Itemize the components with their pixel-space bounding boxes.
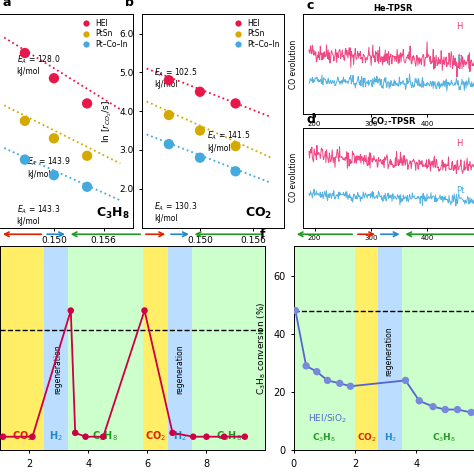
Point — [21, 156, 28, 164]
Point — [50, 74, 58, 82]
Bar — [44, 246, 68, 450]
Text: C$_3$H$_8$: C$_3$H$_8$ — [92, 429, 118, 443]
Text: regeneration: regeneration — [53, 344, 62, 393]
Text: $E$$_\mathit{A}$ = 143.9
kJ/mol: $E$$_\mathit{A}$ = 143.9 kJ/mol — [27, 156, 71, 179]
Point — [50, 172, 58, 179]
Text: $E$$_\mathit{A}$ = 141.5
kJ/mol: $E$$_\mathit{A}$ = 141.5 kJ/mol — [207, 130, 250, 153]
Point — [83, 183, 91, 191]
Point — [241, 433, 248, 440]
Legend: HEI, PtSn, Pt–Co–In: HEI, PtSn, Pt–Co–In — [78, 18, 129, 50]
Text: a: a — [3, 0, 11, 9]
Point — [83, 152, 91, 160]
Point — [220, 433, 228, 440]
Bar — [168, 246, 191, 450]
Text: regeneration: regeneration — [175, 344, 184, 393]
Text: $E$$_\mathit{A}$ = 128.0
kJ/mol: $E$$_\mathit{A}$ = 128.0 kJ/mol — [17, 53, 60, 76]
Point — [190, 433, 197, 440]
Y-axis label: CO evolution: CO evolution — [289, 153, 298, 202]
X-axis label: 1000 / RT: 1000 / RT — [43, 250, 90, 260]
Point — [429, 403, 437, 410]
Text: $\mathbf{CO_2}$: $\mathbf{CO_2}$ — [245, 206, 272, 221]
Text: $\mathbf{C_3H_8}$: $\mathbf{C_3H_8}$ — [96, 206, 129, 221]
Point — [67, 307, 74, 314]
Title: CO$_2$-TPSR: CO$_2$-TPSR — [370, 116, 417, 128]
Point — [232, 100, 239, 107]
Point — [203, 433, 210, 440]
Bar — [143, 246, 168, 450]
Point — [141, 307, 148, 314]
Point — [401, 377, 409, 384]
Bar — [191, 246, 265, 450]
Point — [232, 167, 239, 175]
Text: H$_2$: H$_2$ — [49, 429, 63, 443]
Text: HEI/SiO$_2$: HEI/SiO$_2$ — [308, 412, 347, 425]
Point — [302, 362, 310, 370]
Text: CO$_2$: CO$_2$ — [145, 429, 166, 443]
Bar — [0, 246, 44, 450]
Point — [196, 88, 204, 96]
Point — [82, 433, 89, 440]
Text: C$_3$H$_8$: C$_3$H$_8$ — [312, 432, 337, 445]
Point — [196, 127, 204, 134]
Point — [21, 49, 28, 57]
Point — [416, 397, 423, 405]
Point — [467, 409, 474, 416]
Point — [0, 433, 7, 440]
Text: P: P — [456, 55, 462, 64]
Point — [454, 406, 461, 413]
Point — [72, 429, 79, 437]
Text: $E$$_\mathit{A}$ = 130.3
kJ/mol: $E$$_\mathit{A}$ = 130.3 kJ/mol — [154, 201, 197, 223]
Point — [28, 433, 36, 440]
Text: $E$$_\mathit{A}$ = 102.5
kJ/mol: $E$$_\mathit{A}$ = 102.5 kJ/mol — [154, 66, 197, 90]
Text: c: c — [307, 0, 314, 12]
Title: He-TPSR: He-TPSR — [374, 4, 413, 13]
Point — [100, 433, 107, 440]
Point — [313, 368, 320, 375]
Text: C$_3$H$_8$: C$_3$H$_8$ — [432, 432, 456, 445]
Bar — [68, 246, 143, 450]
Text: Pt: Pt — [456, 186, 465, 195]
Point — [165, 140, 173, 148]
Bar — [294, 246, 355, 450]
Point — [21, 117, 28, 125]
Text: regeneration: regeneration — [384, 327, 393, 376]
X-axis label: 1000 / RT: 1000 / RT — [190, 250, 237, 260]
Point — [165, 111, 173, 119]
Point — [169, 429, 176, 437]
Point — [346, 383, 354, 390]
X-axis label: Tem: Tem — [386, 246, 401, 255]
Point — [83, 100, 91, 107]
Y-axis label: C$_3$H$_8$ conversion (%): C$_3$H$_8$ conversion (%) — [255, 301, 268, 395]
Text: $E$$_\mathit{A}$ = 143.3
kJ/mol: $E$$_\mathit{A}$ = 143.3 kJ/mol — [17, 203, 60, 227]
Point — [165, 76, 173, 84]
Bar — [402, 246, 474, 450]
Text: H$_2$: H$_2$ — [383, 432, 397, 445]
Bar — [378, 246, 402, 450]
Point — [324, 377, 331, 384]
Text: H: H — [456, 139, 463, 148]
Text: C$_3$H$_8$: C$_3$H$_8$ — [216, 429, 242, 443]
Text: b: b — [125, 0, 134, 9]
Point — [441, 406, 449, 413]
Text: f: f — [260, 228, 265, 241]
Point — [232, 142, 239, 150]
Bar — [355, 246, 378, 450]
Text: CO$_2$: CO$_2$ — [11, 429, 33, 443]
Text: H: H — [456, 22, 463, 31]
Text: H$_2$: H$_2$ — [173, 429, 187, 443]
Text: d: d — [307, 113, 316, 126]
Point — [336, 380, 344, 387]
Point — [292, 307, 299, 314]
Legend: HEI, PtSn, Pt–Co–In: HEI, PtSn, Pt–Co–In — [230, 18, 281, 50]
Point — [50, 135, 58, 142]
Y-axis label: CO evolution: CO evolution — [289, 39, 298, 89]
Text: CO$_2$: CO$_2$ — [356, 432, 376, 445]
Y-axis label: ln [$r_{CO_2}$/s]: ln [$r_{CO_2}$/s] — [100, 99, 114, 143]
Point — [196, 154, 204, 162]
